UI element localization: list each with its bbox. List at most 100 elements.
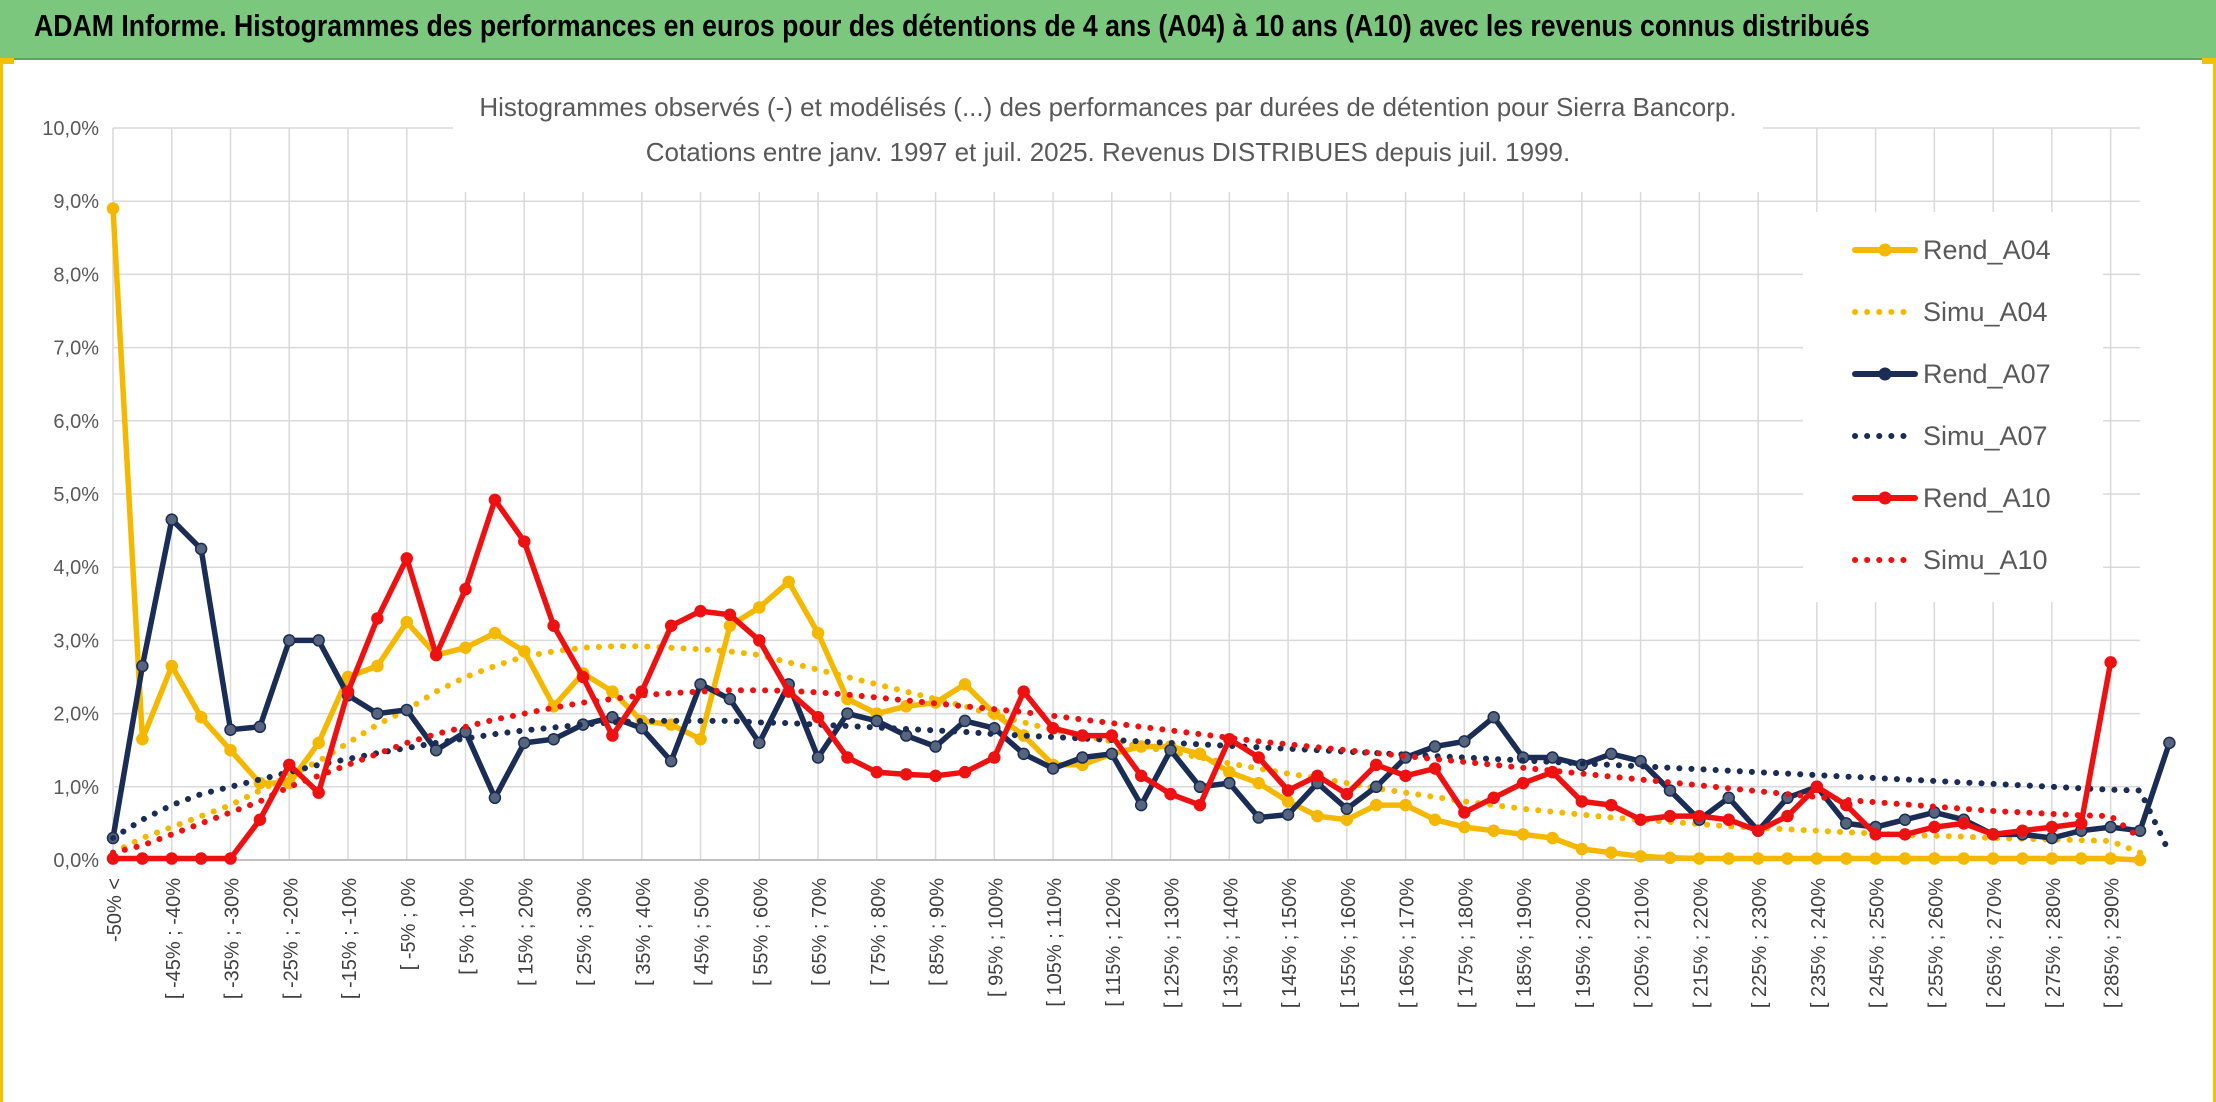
x-tick-label: -50% < bbox=[104, 878, 126, 942]
data-point-rend_a07 bbox=[870, 714, 884, 728]
data-point-rend_a10 bbox=[1046, 721, 1060, 735]
y-tick-label: 9,0% bbox=[53, 191, 99, 213]
data-point-rend_a10 bbox=[1428, 762, 1442, 775]
x-tick-label: [ 105% ; 110% bbox=[1044, 878, 1066, 1007]
data-point-rend_a10 bbox=[870, 765, 884, 779]
data-point-rend_a04 bbox=[1369, 798, 1383, 812]
data-point-rend_a07 bbox=[1046, 762, 1060, 775]
data-point-rend_a10 bbox=[165, 852, 179, 865]
data-point-rend_a10 bbox=[2045, 820, 2059, 834]
data-point-rend_a04 bbox=[958, 678, 972, 691]
data-point-rend_a10 bbox=[1928, 820, 1941, 834]
x-tick-label: [ 185% ; 190% bbox=[1514, 878, 1536, 1008]
y-tick-label: 5,0% bbox=[53, 484, 99, 506]
data-point-rend_a10 bbox=[429, 648, 443, 662]
report-title: ADAM Informe. Histogrammes des performan… bbox=[34, 8, 1870, 43]
data-point-rend_a10 bbox=[1399, 769, 1412, 783]
data-point-rend_a10 bbox=[2104, 656, 2117, 669]
data-point-rend_a10 bbox=[576, 670, 590, 684]
data-point-rend_a10 bbox=[841, 751, 854, 764]
x-tick-label: [ 175% ; 180% bbox=[1455, 878, 1477, 1008]
data-point-rend_a07 bbox=[1252, 811, 1265, 824]
data-point-rend_a10 bbox=[1281, 784, 1295, 797]
data-point-rend_a04 bbox=[136, 732, 149, 746]
data-point-rend_a10 bbox=[1898, 828, 1912, 841]
y-tick-label: 10,0% bbox=[42, 118, 99, 140]
chart-title: Histogrammes observés (-) et modélisés (… bbox=[479, 92, 1736, 122]
data-point-rend_a10 bbox=[664, 619, 678, 633]
data-point-rend_a07 bbox=[1017, 747, 1030, 761]
data-point-rend_a07 bbox=[753, 736, 766, 750]
data-point-rend_a04 bbox=[488, 626, 502, 640]
data-point-rend_a07 bbox=[371, 707, 384, 720]
data-point-rend_a04 bbox=[1634, 850, 1647, 863]
data-point-rend_a10 bbox=[1487, 791, 1500, 805]
x-tick-label: [ -25% ; -20% bbox=[280, 878, 302, 999]
data-point-rend_a10 bbox=[1663, 809, 1677, 823]
data-point-rend_a04 bbox=[1928, 852, 1941, 865]
data-point-rend_a10 bbox=[1076, 729, 1089, 742]
data-point-rend_a04 bbox=[1957, 852, 1970, 865]
data-point-rend_a04 bbox=[1428, 813, 1442, 826]
x-tick-label: [ 145% ; 150% bbox=[1279, 878, 1301, 1008]
x-tick-label: [ 15% ; 20% bbox=[515, 878, 537, 986]
data-point-rend_a04 bbox=[1839, 852, 1853, 865]
data-point-rend_a04 bbox=[1810, 852, 1824, 865]
data-point-rend_a10 bbox=[547, 619, 560, 633]
legend-marker-rend_a10 bbox=[1878, 491, 1892, 505]
legend-box bbox=[1803, 212, 2103, 602]
data-point-rend_a04 bbox=[1575, 842, 1589, 856]
data-point-rend_a10 bbox=[312, 786, 325, 799]
data-point-rend_a10 bbox=[1957, 817, 1970, 830]
legend-label-simu_a10: Simu_A10 bbox=[1923, 545, 2048, 575]
data-point-rend_a04 bbox=[224, 743, 237, 757]
data-point-rend_a10 bbox=[1634, 813, 1647, 826]
x-tick-label: [ 205% ; 210% bbox=[1632, 878, 1654, 1008]
data-point-rend_a10 bbox=[1017, 685, 1030, 698]
data-point-rend_a10 bbox=[1193, 798, 1207, 812]
x-tick-label: [ 115% ; 120% bbox=[1103, 878, 1125, 1007]
data-point-rend_a10 bbox=[811, 711, 825, 724]
data-point-rend_a10 bbox=[1516, 776, 1530, 790]
data-point-rend_a07 bbox=[1340, 802, 1354, 816]
data-point-rend_a07 bbox=[194, 542, 208, 556]
y-tick-label: 3,0% bbox=[53, 630, 99, 652]
data-point-rend_a10 bbox=[958, 765, 972, 779]
data-point-rend_a07 bbox=[400, 703, 414, 717]
data-point-rend_a10 bbox=[929, 769, 942, 783]
x-tick-label: [ 165% ; 170% bbox=[1397, 878, 1419, 1008]
data-point-rend_a04 bbox=[811, 626, 825, 640]
data-point-rend_a07 bbox=[929, 740, 942, 753]
data-point-rend_a07 bbox=[1839, 817, 1853, 830]
data-point-rend_a04 bbox=[2133, 853, 2147, 867]
data-point-rend_a07 bbox=[1428, 740, 1442, 753]
data-point-rend_a04 bbox=[1516, 828, 1530, 841]
data-point-rend_a07 bbox=[1458, 735, 1471, 748]
data-point-rend_a04 bbox=[1604, 846, 1618, 859]
data-point-rend_a07 bbox=[1369, 780, 1383, 794]
data-point-rend_a10 bbox=[1105, 729, 1119, 742]
y-tick-label: 7,0% bbox=[53, 338, 99, 360]
data-point-rend_a04 bbox=[1281, 795, 1295, 808]
data-point-rend_a10 bbox=[459, 582, 472, 596]
legend-label-simu_a07: Simu_A07 bbox=[1923, 421, 2048, 451]
data-point-rend_a04 bbox=[2016, 852, 2029, 865]
data-point-rend_a10 bbox=[1340, 787, 1354, 801]
data-point-rend_a07 bbox=[2163, 736, 2176, 750]
x-tick-label: [ 65% ; 70% bbox=[809, 878, 831, 986]
x-tick-label: [ 45% ; 50% bbox=[692, 878, 714, 986]
data-point-rend_a07 bbox=[694, 678, 707, 691]
data-point-rend_a10 bbox=[518, 535, 531, 548]
data-point-rend_a07 bbox=[2104, 820, 2117, 834]
x-tick-label: [ 235% ; 240% bbox=[1808, 878, 1830, 1008]
chart-frame: 0,0% 1,0% 2,0% 3,0% 4,0% 5,0% 6,0% 7,0% 8,0% 9,0%… bbox=[0, 60, 2216, 1102]
report-header: ADAM Informe. Histogrammes des performan… bbox=[0, 0, 2216, 60]
data-point-rend_a04 bbox=[723, 619, 737, 633]
series-line-rend_a04 bbox=[110, 205, 2143, 863]
legend-marker-rend_a04 bbox=[1878, 243, 1892, 257]
data-point-rend_a04 bbox=[1340, 813, 1354, 826]
data-point-rend_a07 bbox=[1722, 791, 1735, 805]
x-tick-label: [ 25% ; 30% bbox=[574, 878, 596, 986]
data-point-rend_a04 bbox=[1898, 852, 1912, 865]
x-tick-label: [ 95% ; 100% bbox=[985, 878, 1007, 997]
